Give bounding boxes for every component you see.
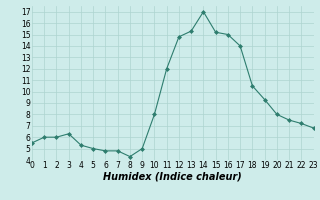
X-axis label: Humidex (Indice chaleur): Humidex (Indice chaleur) bbox=[103, 172, 242, 182]
